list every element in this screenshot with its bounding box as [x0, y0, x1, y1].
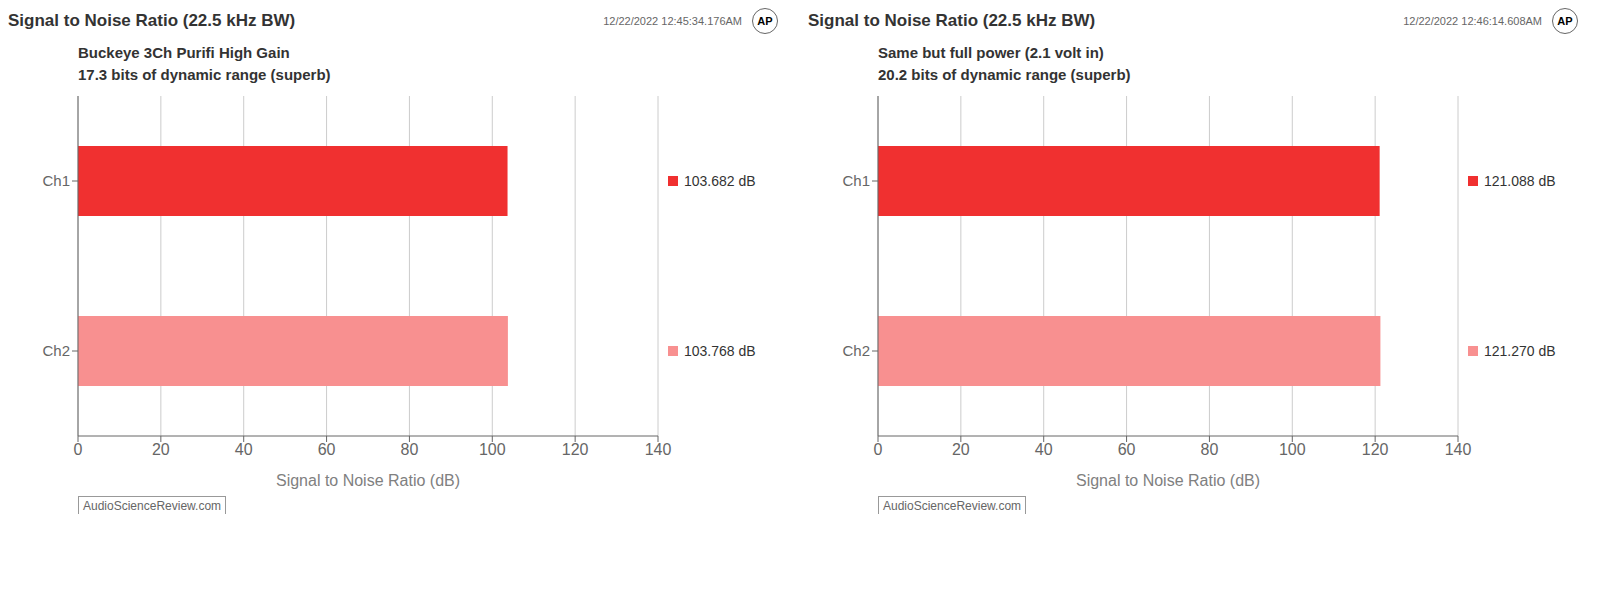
svg-text:100: 100 [1279, 441, 1306, 458]
svg-text:60: 60 [1118, 441, 1136, 458]
html-text:Signal to Noise Ratio (22.5 kH: Signal to Noise Ratio (22.5 kHz BW) [8, 11, 296, 30]
html-text:AP: AP [757, 15, 773, 27]
svg-text:Ch2: Ch2 [42, 342, 70, 359]
svg-text:140: 140 [1445, 441, 1472, 458]
svg-text:120: 120 [562, 441, 589, 458]
html-text:AP: AP [1557, 15, 1573, 27]
html-text:12/22/2022 12:46:14.608AM: 12/22/2022 12:46:14.608AM [1403, 15, 1542, 27]
html-text:20.2 bits of dynamic range (su: 20.2 bits of dynamic range (superb) [878, 66, 1131, 83]
svg-text:0: 0 [874, 441, 883, 458]
svg-text:121.088 dB: 121.088 dB [1484, 173, 1556, 189]
svg-text:40: 40 [1035, 441, 1053, 458]
svg-text:0: 0 [74, 441, 83, 458]
html-text:17.3 bits of dynamic range (su: 17.3 bits of dynamic range (superb) [78, 66, 331, 83]
svg-text:100: 100 [479, 441, 506, 458]
html-text:12/22/2022 12:45:34.176AM: 12/22/2022 12:45:34.176AM [603, 15, 742, 27]
svg-text:103.682 dB: 103.682 dB [684, 173, 756, 189]
svg-text:121.270 dB: 121.270 dB [1484, 343, 1556, 359]
svg-text:80: 80 [401, 441, 419, 458]
html-text:Same but full power (2.1 volt: Same but full power (2.1 volt in) [878, 44, 1104, 61]
svg-text:Signal to Noise Ratio (dB): Signal to Noise Ratio (dB) [276, 472, 460, 489]
svg-text:80: 80 [1201, 441, 1219, 458]
svg-text:Signal to Noise Ratio (dB): Signal to Noise Ratio (dB) [1076, 472, 1260, 489]
svg-text:103.768 dB: 103.768 dB [684, 343, 756, 359]
svg-text:Ch1: Ch1 [42, 172, 70, 189]
html-text:AudioScienceReview.com: AudioScienceReview.com [83, 499, 222, 513]
svg-text:20: 20 [152, 441, 170, 458]
html-text:Buckeye 3Ch Purifi High Gain: Buckeye 3Ch Purifi High Gain [78, 44, 290, 61]
svg-text:140: 140 [645, 441, 672, 458]
svg-text:Ch1: Ch1 [842, 172, 870, 189]
html-text:AudioScienceReview.com: AudioScienceReview.com [883, 499, 1022, 513]
svg-text:20: 20 [952, 441, 970, 458]
html-text:Signal to Noise Ratio (22.5 kH: Signal to Noise Ratio (22.5 kHz BW) [808, 11, 1096, 30]
svg-text:60: 60 [318, 441, 336, 458]
svg-text:120: 120 [1362, 441, 1389, 458]
svg-text:40: 40 [235, 441, 253, 458]
svg-text:Ch2: Ch2 [842, 342, 870, 359]
